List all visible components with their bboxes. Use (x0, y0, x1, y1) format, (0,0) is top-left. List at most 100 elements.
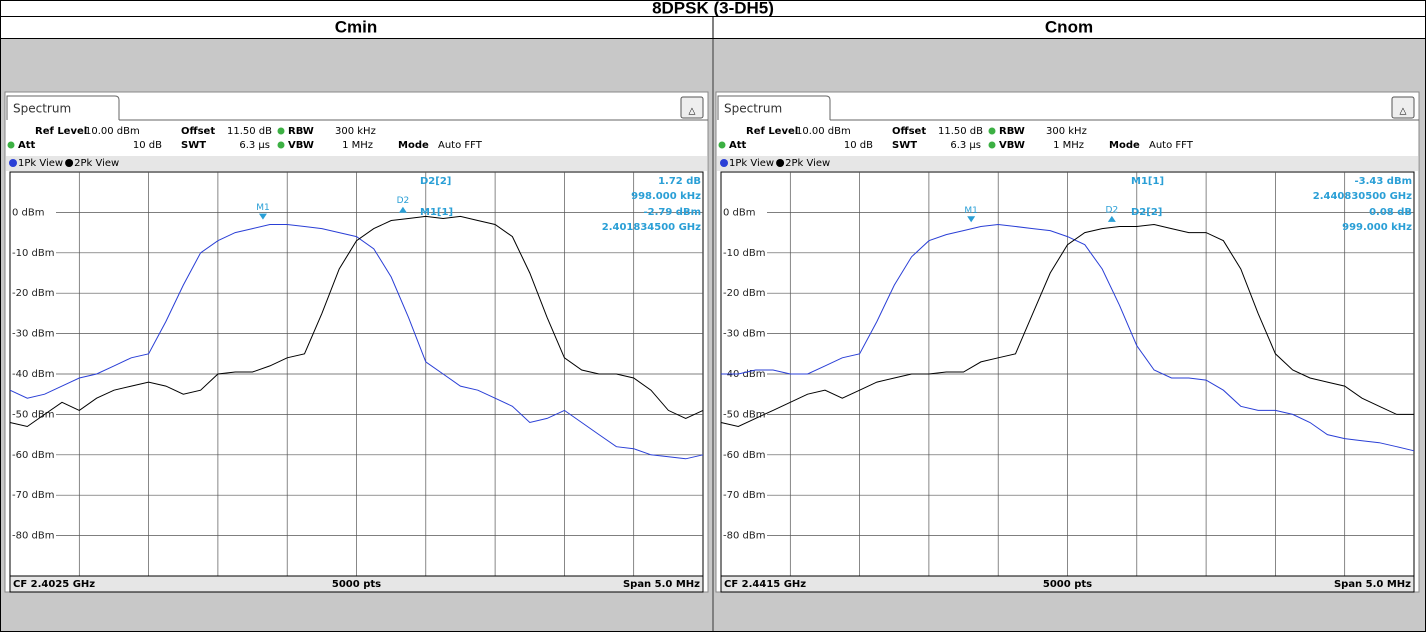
marker-label: M1 (964, 206, 978, 216)
status-dot (988, 141, 996, 149)
setting-value: 10 dB (133, 140, 162, 151)
trace (721, 223, 1415, 452)
trace (9, 224, 704, 460)
readout-label: D2[2] (1131, 207, 1162, 218)
tab-label: Spectrum (13, 102, 71, 116)
y-tick-label: -60 dBm (12, 450, 54, 461)
setting-label: RBW (999, 126, 1025, 137)
column-title: Cmin (335, 17, 378, 36)
setting-label: Offset (892, 126, 926, 137)
legend-dot (9, 159, 17, 167)
status-dot (277, 127, 285, 135)
y-tick-label: -20 dBm (12, 288, 54, 299)
setting-label: SWT (181, 140, 206, 151)
setting-value: 11.50 dB (938, 126, 983, 137)
setting-label: VBW (288, 140, 314, 151)
y-tick-label: -50 dBm (723, 409, 765, 420)
footer-label: CF 2.4415 GHz (724, 579, 806, 590)
setting-label: RBW (288, 126, 314, 137)
marker-label: D2 (1106, 205, 1119, 215)
setting-value: 1 MHz (1053, 140, 1084, 151)
setting-label: Offset (181, 126, 215, 137)
trace (9, 215, 704, 428)
status-dot (277, 141, 285, 149)
setting-value: 300 kHz (1046, 126, 1087, 137)
y-tick-label: -80 dBm (723, 531, 765, 542)
legend-dot (65, 159, 74, 167)
setting-label: Att (18, 140, 36, 151)
setting-value: 11.50 dB (227, 126, 272, 137)
setting-label: Mode (398, 140, 429, 151)
tab (6, 95, 120, 120)
setting-value: 10.00 dBm (85, 126, 140, 137)
icon (680, 96, 704, 119)
readout-value: -3.43 dBm (1354, 176, 1412, 187)
view-bar (717, 156, 1418, 171)
marker-label: D2 (397, 196, 410, 206)
y-tick-label: -10 dBm (12, 248, 54, 259)
view-bar (6, 156, 707, 171)
setting-label: Att (729, 140, 747, 151)
marker (967, 216, 976, 223)
footer-label: Span 5.0 MHz (1334, 579, 1411, 590)
footer-label: CF 2.4025 GHz (13, 579, 95, 590)
readout-value: 0.08 dB (1369, 207, 1412, 218)
readout-value: 1.72 dB (658, 176, 701, 187)
tab (717, 95, 831, 120)
y-tick-label: -30 dBm (723, 329, 765, 340)
y-tick-label: 0 dBm (12, 207, 45, 218)
legend-label: 1Pk View (18, 158, 63, 169)
legend-label: 2Pk View (785, 158, 830, 169)
status-dot (7, 141, 15, 149)
tab-label: Spectrum (724, 102, 782, 116)
legend-label: 2Pk View (74, 158, 119, 169)
setting-label: Ref Level (746, 126, 798, 137)
setting-value: Auto FFT (438, 140, 483, 151)
setting-value: 6.3 µs (950, 140, 981, 151)
trace (720, 223, 1414, 428)
y-tick-label: -40 dBm (723, 369, 765, 380)
setting-label: Ref Level (35, 126, 87, 137)
setting-value: 300 kHz (335, 126, 376, 137)
setting-value: 10 dB (844, 140, 873, 151)
setting-label: Mode (1109, 140, 1140, 151)
footer-label: 5000 pts (1043, 579, 1092, 590)
readout-value: 998.000 kHz (631, 191, 701, 202)
footer-label: 5000 pts (332, 579, 381, 590)
table-title: 8DPSK (3-DH5) (652, 0, 774, 17)
readout-value: 2.440830500 GHz (1313, 191, 1412, 202)
marker (398, 206, 407, 213)
legend-label: 1Pk View (729, 158, 774, 169)
y-tick-label: -20 dBm (723, 288, 765, 299)
marker-label: M1 (256, 203, 270, 213)
icon-glyph: △ (689, 107, 696, 117)
y-tick-label: -10 dBm (723, 248, 765, 259)
footer-label: Span 5.0 MHz (623, 579, 700, 590)
footer-bar (9, 575, 704, 593)
status-dot (718, 141, 726, 149)
setting-value: 1 MHz (342, 140, 373, 151)
status-dot (988, 127, 996, 135)
readout-label: M1[1] (1131, 176, 1164, 187)
icon-glyph: △ (1400, 107, 1407, 117)
y-tick-label: -70 dBm (723, 490, 765, 501)
y-tick-label: -80 dBm (12, 531, 54, 542)
legend-dot (776, 159, 785, 167)
readout-value: 2.401834500 GHz (602, 222, 701, 233)
legend-dot (720, 159, 728, 167)
setting-value: 6.3 µs (239, 140, 270, 151)
setting-value: Auto FFT (1149, 140, 1194, 151)
y-tick-label: 0 dBm (723, 207, 756, 218)
y-tick-label: -40 dBm (12, 369, 54, 380)
marker (1107, 215, 1116, 222)
setting-value: 10.00 dBm (796, 126, 851, 137)
setting-label: VBW (999, 140, 1025, 151)
readout-value: 999.000 kHz (1342, 222, 1412, 233)
readout-label: D2[2] (420, 176, 451, 187)
footer-bar (720, 575, 1415, 593)
y-tick-label: -60 dBm (723, 450, 765, 461)
readout-value: -2.79 dBm (643, 207, 701, 218)
y-tick-label: -70 dBm (12, 490, 54, 501)
